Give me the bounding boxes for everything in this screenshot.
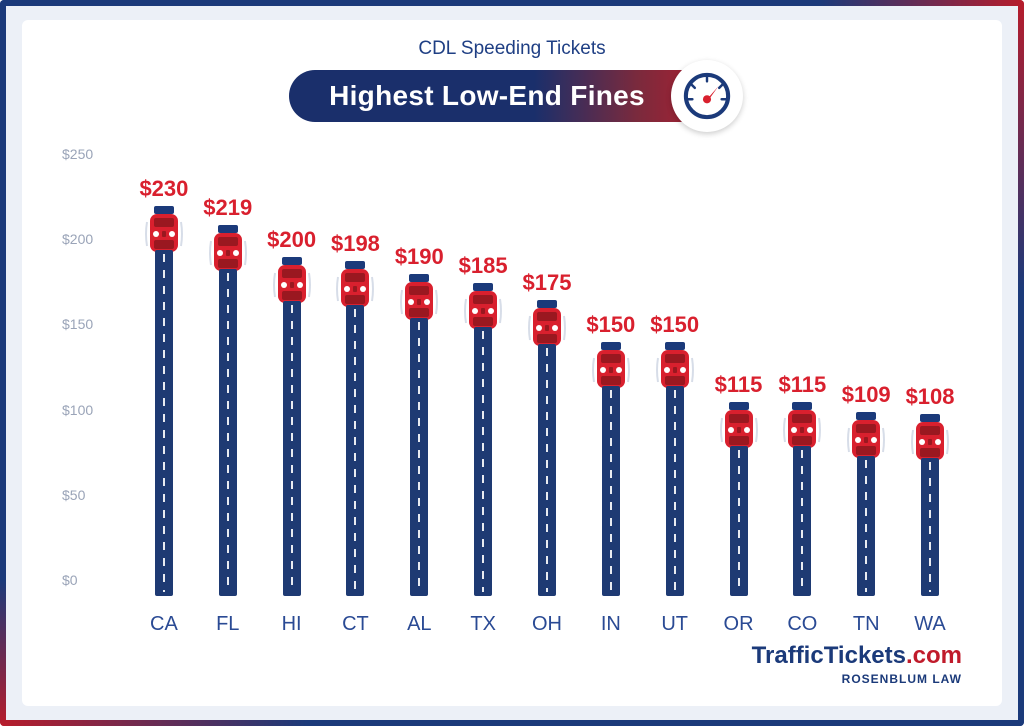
car-icon	[335, 259, 375, 311]
x-tick-label: IN	[581, 613, 641, 636]
bar-value-label: $109	[842, 382, 891, 408]
car-icon	[272, 255, 312, 307]
x-tick-label: HI	[262, 613, 322, 636]
x-tick-label: AL	[389, 613, 449, 636]
car-icon	[591, 340, 631, 392]
y-tick-label: $50	[62, 487, 85, 503]
x-tick-label: TN	[836, 613, 896, 636]
car-icon	[208, 223, 248, 275]
bar-value-label: $219	[203, 195, 252, 221]
bar-column: $200	[262, 301, 322, 596]
brand-subline: ROSENBLUM LAW	[752, 672, 962, 686]
y-tick-label: $100	[62, 402, 93, 418]
x-tick-label: TX	[453, 613, 513, 636]
y-tick-label: $200	[62, 231, 93, 247]
x-tick-label: WA	[900, 613, 960, 636]
x-tick-label: OH	[517, 613, 577, 636]
bar-column: $198	[325, 305, 385, 596]
bar-value-label: $190	[395, 244, 444, 270]
bar-value-label: $185	[459, 253, 508, 279]
car-icon	[527, 298, 567, 350]
car-icon	[782, 400, 822, 452]
bar-road	[921, 458, 939, 596]
bar-road	[730, 446, 748, 596]
bar-road	[666, 386, 684, 596]
x-tick-label: UT	[645, 613, 705, 636]
bar-column: $230	[134, 250, 194, 596]
bar-value-label: $108	[906, 384, 955, 410]
y-tick-label: $150	[62, 316, 93, 332]
bar-column: $109	[836, 456, 896, 596]
bar-column: $150	[581, 386, 641, 596]
chart-area: $0$50$100$150$200$250 $230 $219	[62, 170, 972, 596]
x-tick-label: CT	[325, 613, 385, 636]
car-icon	[846, 410, 886, 462]
content-panel: CDL Speeding Tickets Highest Low-End Fin…	[22, 20, 1002, 706]
bar-road	[474, 327, 492, 596]
bar-value-label: $115	[715, 372, 763, 398]
infographic-frame: CDL Speeding Tickets Highest Low-End Fin…	[0, 0, 1024, 726]
bar-road	[219, 269, 237, 596]
plot-region: $230 $219 $200	[122, 170, 972, 596]
bar-column: $115	[709, 446, 769, 596]
x-tick-label: FL	[198, 613, 258, 636]
bar-value-label: $150	[586, 312, 635, 338]
bar-road	[793, 446, 811, 596]
bar-road	[410, 318, 428, 596]
frame-border-left	[0, 0, 6, 726]
bar-road	[857, 456, 875, 596]
y-tick-label: $0	[62, 572, 78, 588]
bar-road	[283, 301, 301, 596]
car-icon	[399, 272, 439, 324]
bar-column: $108	[900, 458, 960, 596]
pre-title: CDL Speeding Tickets	[22, 38, 1002, 60]
bar-column: $150	[645, 386, 705, 596]
speedometer-icon	[671, 60, 743, 132]
car-icon	[463, 281, 503, 333]
bar-road	[538, 344, 556, 596]
bar-road	[155, 250, 173, 596]
brand-logo-text: TrafficTickets.com	[752, 642, 962, 670]
bar-value-label: $115	[778, 372, 826, 398]
bars-container: $230 $219 $200	[122, 170, 972, 596]
x-axis-labels: CAFLHICTALTXOHINUTORCOTNWA	[122, 613, 972, 636]
bar-road	[346, 305, 364, 596]
y-tick-label: $250	[62, 146, 93, 162]
brand-part2: .com	[906, 642, 962, 669]
bar-column: $190	[389, 318, 449, 596]
bar-column: $115	[772, 446, 832, 596]
car-icon	[910, 412, 950, 464]
x-tick-label: CA	[134, 613, 194, 636]
brand-part1: TrafficTickets	[752, 642, 906, 669]
bar-road	[602, 386, 620, 596]
car-icon	[655, 340, 695, 392]
header: CDL Speeding Tickets Highest Low-End Fin…	[22, 20, 1002, 122]
bar-column: $175	[517, 344, 577, 596]
bar-value-label: $150	[650, 312, 699, 338]
bar-value-label: $198	[331, 231, 380, 257]
x-tick-label: OR	[709, 613, 769, 636]
car-icon	[719, 400, 759, 452]
x-tick-label: CO	[772, 613, 832, 636]
bar-value-label: $175	[523, 270, 572, 296]
footer-branding: TrafficTickets.com ROSENBLUM LAW	[752, 642, 962, 686]
bar-column: $185	[453, 327, 513, 596]
chart-title: Highest Low-End Fines	[289, 70, 735, 122]
frame-border-bottom	[0, 720, 1024, 726]
bar-column: $219	[198, 269, 258, 596]
title-pill-wrap: Highest Low-End Fines	[289, 70, 735, 122]
frame-border-right	[1018, 0, 1024, 726]
bar-value-label: $230	[139, 176, 188, 202]
frame-border-top	[0, 0, 1024, 6]
bar-value-label: $200	[267, 227, 316, 253]
car-icon	[144, 204, 184, 256]
